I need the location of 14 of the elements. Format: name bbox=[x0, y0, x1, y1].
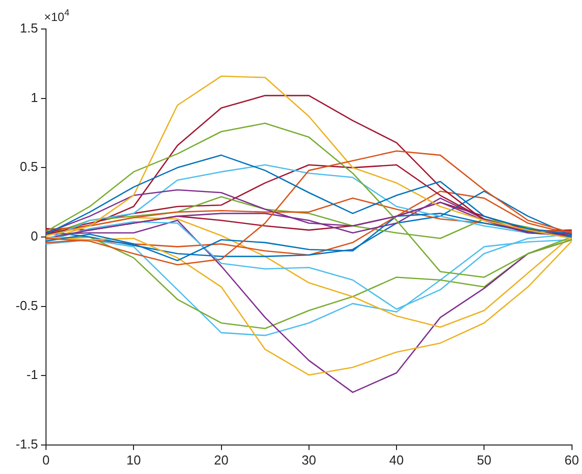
x-tick-label: 50 bbox=[476, 452, 492, 468]
y-tick-label: 0.5 bbox=[20, 159, 38, 174]
y-tick-label: 1.5 bbox=[20, 20, 38, 36]
y-tick-label: -0.5 bbox=[16, 298, 38, 313]
y-tick-label: -1.5 bbox=[16, 436, 38, 452]
y-tick-label: 1 bbox=[30, 90, 38, 105]
x-tick-label: 10 bbox=[126, 452, 141, 468]
x-tick-label: 0 bbox=[42, 452, 50, 468]
y-tick-label: -1 bbox=[26, 367, 38, 382]
x-tick-label: 60 bbox=[564, 452, 580, 468]
x-tick-label: 40 bbox=[389, 452, 404, 468]
y-tick-label: 0 bbox=[30, 228, 38, 244]
x-tick-label: 30 bbox=[302, 452, 316, 468]
x-tick-label: 20 bbox=[214, 452, 228, 468]
